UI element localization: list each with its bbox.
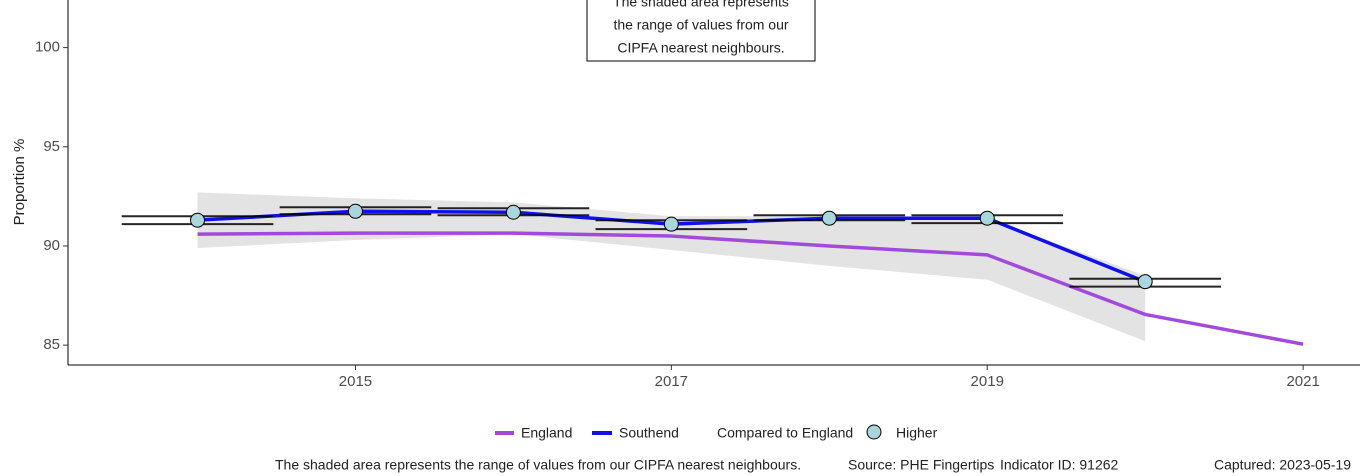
marker [190,212,206,228]
marker [821,210,837,226]
footer: Captured: 2023-05-19 [1214,457,1351,473]
x-tick-label: 2021 [1286,373,1319,390]
legend-marker [866,424,882,440]
y-tick-label: 90 [43,237,60,254]
annotation: the range of values from our [613,17,788,33]
legend-title: Compared to England [717,425,853,441]
y-tick-label: 100 [35,39,60,56]
series-line [197,231,1304,346]
x-tick-label: 2015 [339,373,372,390]
x-tick-label: 2019 [971,373,1004,390]
marker [1137,274,1153,290]
marker [347,203,363,219]
range-band [197,192,1146,342]
legend-label: England [521,425,572,441]
footer: Source: PHE Fingertips [848,457,994,473]
x-tick-label: 2017 [655,373,688,390]
footer: The shaded area represents the range of … [275,457,801,473]
annotation: The shaded area represents [613,0,789,10]
y-tick-label: 95 [43,138,60,155]
marker [505,204,521,220]
footer: Indicator ID: 91262 [1000,457,1119,473]
annotation: CIPFA nearest neighbours. [617,40,784,56]
marker [663,216,679,232]
y-axis-label: Proportion % [11,139,28,226]
annotation-box [586,0,816,62]
legend-label: Higher [896,425,938,441]
y-tick-label: 85 [43,336,60,353]
marker [979,210,995,226]
legend-label: Southend [619,425,679,441]
